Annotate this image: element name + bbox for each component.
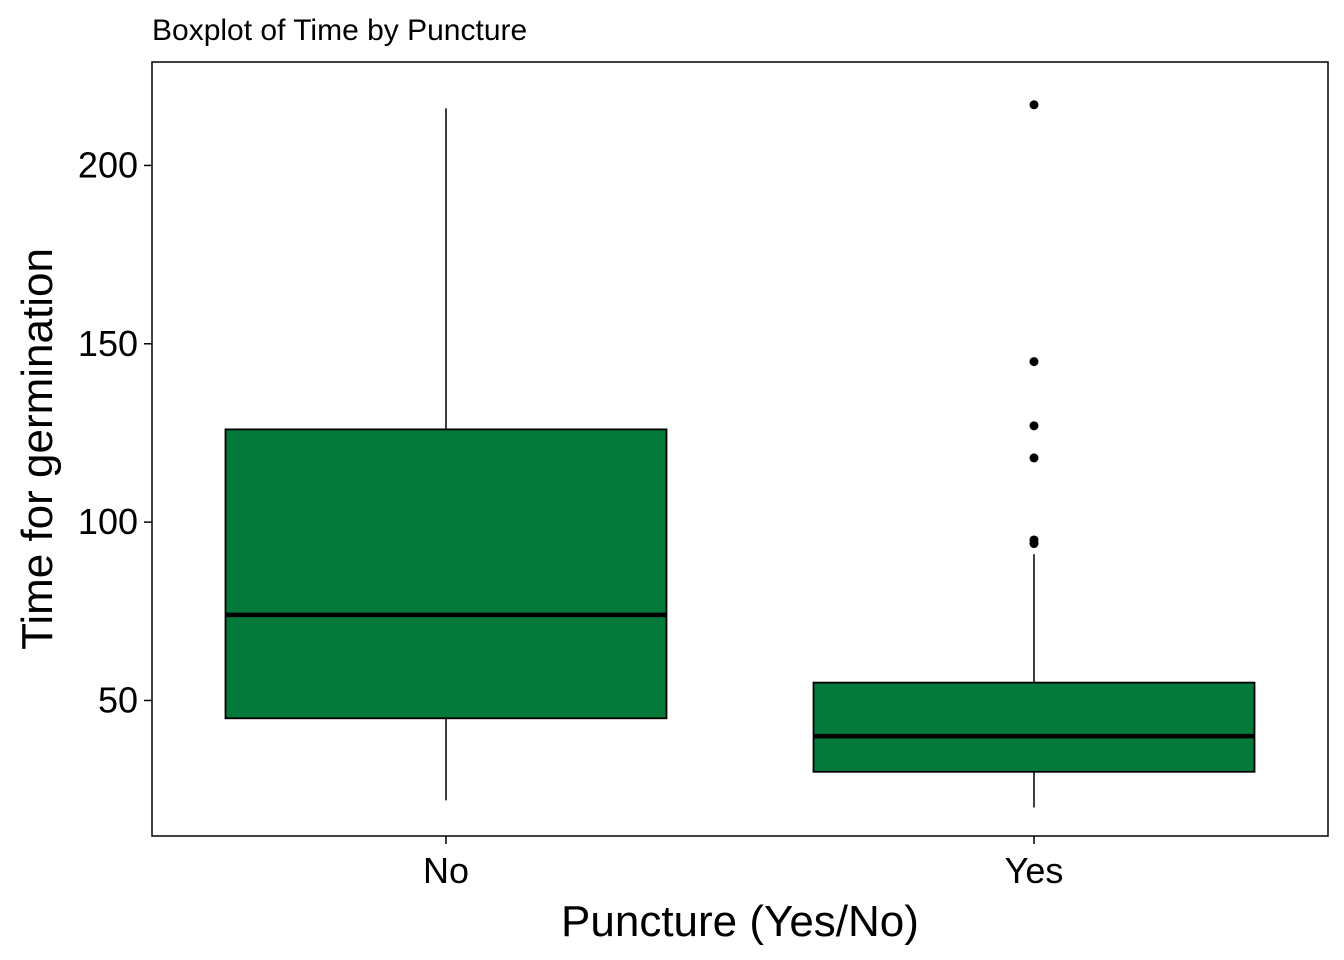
box-no: [224, 108, 668, 801]
y-tick-label: 50: [98, 679, 138, 720]
box-group: [224, 100, 1256, 808]
iqr-box: [812, 681, 1256, 773]
box-yes: [812, 100, 1256, 808]
iqr-box: [224, 428, 668, 720]
y-tick-label: 200: [78, 144, 138, 185]
x-tick-label: Yes: [1005, 850, 1064, 891]
outlier-point: [1029, 100, 1039, 110]
x-tick-label: No: [423, 850, 469, 891]
y-axis-title: Time for germination: [13, 248, 62, 650]
outlier-point: [1029, 421, 1039, 431]
x-axis-title: Puncture (Yes/No): [561, 897, 919, 946]
x-axis: No Yes: [423, 836, 1063, 891]
y-tick-label: 100: [78, 501, 138, 542]
y-tick-label: 150: [78, 323, 138, 364]
chart-title: Boxplot of Time by Puncture: [152, 14, 527, 47]
outlier-point: [1029, 535, 1039, 545]
outlier-point: [1029, 357, 1039, 367]
plot-panel: [151, 61, 1329, 837]
outlier-point: [1029, 453, 1039, 463]
y-axis: 50 100 150 200: [78, 144, 152, 720]
